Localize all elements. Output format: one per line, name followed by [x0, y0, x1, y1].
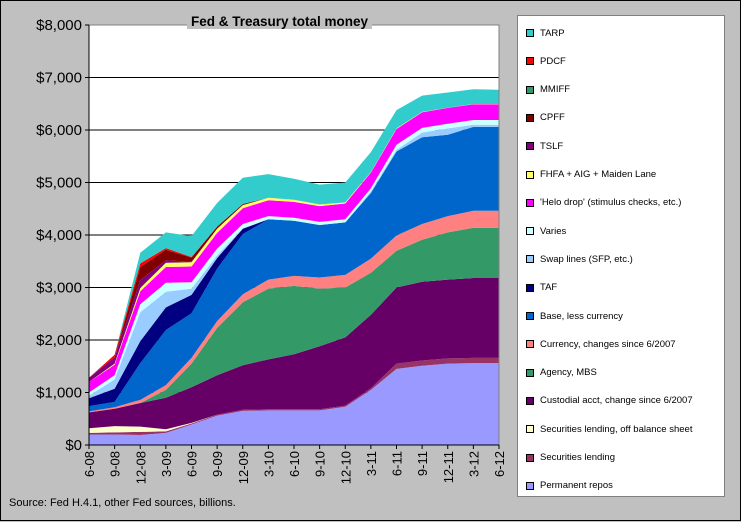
area-currency-changes-since-6-2007	[89, 210, 499, 413]
x-tick-label: 3-09	[159, 451, 174, 477]
chart-title: Fed & Treasury total money	[187, 14, 373, 29]
legend-label: Varies	[540, 225, 567, 237]
area-layers	[89, 89, 499, 445]
legend-label: 'Helo drop' (stimulus checks, etc.)	[540, 197, 682, 209]
legend-label: Swap lines (SFP, etc.)	[540, 253, 633, 265]
legend-swatch	[526, 113, 534, 122]
legend-label: FHFA + AIG + Maiden Lane	[540, 169, 657, 180]
legend-swatch	[526, 255, 534, 264]
legend-item-currency-changes-since-6-2007: Currency, changes since 6/2007	[526, 338, 676, 350]
x-tick-label: 9-08	[108, 451, 123, 477]
y-tick-label: $1,000	[36, 385, 82, 402]
legend-label: PDCF	[540, 55, 566, 67]
legend-label: Base, less currency	[540, 310, 623, 322]
legend-item-tslf: TSLF	[526, 140, 563, 152]
area-tarp	[89, 89, 499, 378]
legend-item-permanent-repos: Permanent repos	[526, 480, 613, 492]
legend-swatch	[526, 368, 534, 377]
x-tick-label: 3-11	[364, 451, 379, 476]
legend-item-helo-drop-stimulus-checks-etc: 'Helo drop' (stimulus checks, etc.)	[526, 197, 681, 209]
x-tick-label: 6-09	[185, 451, 200, 477]
y-tick-label: $0	[65, 437, 82, 454]
legend-item-cpff: CPFF	[526, 112, 565, 124]
x-tick-label: 3-10	[261, 451, 276, 477]
area-permanent-repos	[89, 363, 499, 445]
x-tick-label: 12-10	[338, 451, 353, 484]
x-tick-labels: 6-08 9-08 12-08 3-09 6-09 9-09 12-09 3-10 6-10 9-…	[82, 445, 507, 484]
y-tick-label: $7,000	[36, 70, 82, 87]
legend-label: Securities lending, off balance sheet	[540, 423, 693, 435]
legend-swatch	[526, 396, 534, 405]
legend-swatch	[526, 340, 534, 349]
legend-swatch	[526, 142, 534, 151]
legend-swatch	[526, 453, 534, 462]
legend-item-swap-lines-sfp-etc: Swap lines (SFP, etc.)	[526, 253, 633, 265]
source-note: Source: Fed H.4.1, other Fed sources, bi…	[9, 497, 236, 509]
x-tick-label: 9-09	[210, 451, 225, 477]
legend-label: Securities lending	[540, 452, 615, 463]
y-tick-label: $8,000	[36, 17, 82, 34]
legend-item-custodial-acct-change-since-6-2007: Custodial acct, change since 6/2007	[526, 395, 693, 407]
legend-label: TAF	[540, 282, 558, 294]
legend-item-tarp: TARP	[526, 27, 565, 39]
legend-swatch	[526, 425, 534, 434]
legend-swatch	[526, 170, 534, 179]
y-tick-label: $2,000	[36, 332, 82, 349]
x-tick-label: 6-08	[82, 451, 97, 477]
area-base-less-currency	[89, 126, 499, 412]
x-tick-label: 6-11	[390, 451, 405, 476]
legend-label: TARP	[540, 27, 565, 39]
area-taf	[89, 126, 499, 407]
y-tick-label: $6,000	[36, 122, 82, 139]
x-tick-label: 6-10	[287, 451, 302, 477]
legend-label: TSLF	[540, 140, 564, 152]
legend-item-pdcf: PDCF	[526, 55, 566, 67]
legend-swatch	[526, 198, 534, 207]
legend-swatch	[526, 29, 534, 37]
legend-item-varies: Varies	[526, 225, 566, 237]
legend-item-fhfa-aig-maiden-lane: FHFA + AIG + Maiden Lane	[526, 169, 656, 181]
legend-swatch	[526, 481, 534, 490]
legend-item-base-less-currency: Base, less currency	[526, 310, 623, 322]
x-tick-label: 12-11	[441, 451, 456, 483]
legend-label: Agency, MBS	[540, 367, 597, 379]
legend-item-securities-lending: Securities lending	[526, 452, 615, 464]
x-tick-label: 6-12	[492, 451, 507, 477]
y-tick-label: $5,000	[36, 175, 82, 192]
y-tick-label: $3,000	[36, 280, 82, 297]
legend-label: Currency, changes since 6/2007	[540, 338, 676, 350]
x-tick-label: 9-11	[415, 451, 430, 476]
legend-label: CPFF	[540, 112, 565, 124]
y-tick-labels: $0 $1,000 $2,000 $3,000 $4,000 $5,000 $6,000 $7…	[36, 17, 89, 454]
legend-swatch	[526, 312, 534, 320]
x-tick-label: 9-10	[313, 451, 328, 477]
x-tick-label: 3-12	[466, 451, 481, 477]
legend-swatch	[526, 85, 534, 94]
legend-item-agency-mbs: Agency, MBS	[526, 367, 597, 379]
legend-swatch	[526, 57, 534, 66]
x-tick-label: 12-09	[236, 451, 251, 484]
legend-label: MMIFF	[540, 84, 571, 96]
legend-item-mmiff: MMIFF	[526, 84, 570, 96]
legend-swatch	[526, 283, 534, 292]
legend-item-taf: TAF	[526, 282, 557, 294]
legend-label: Custodial acct, change since 6/2007	[540, 395, 693, 407]
legend: TARP PDCF MMIFF CPFF TSLF FHFA + AIG + Maiden…	[517, 15, 725, 497]
x-tick-label: 12-08	[133, 451, 148, 484]
area-custodial-acct-change-since-6-2007	[89, 278, 499, 430]
legend-item-securities-lending-off-balance-sheet: Securities lending, off balance sheet	[526, 423, 692, 435]
legend-swatch	[526, 227, 534, 236]
y-tick-label: $4,000	[36, 227, 82, 244]
legend-label: Permanent repos	[540, 480, 613, 492]
area-agency-mbs	[89, 227, 499, 413]
